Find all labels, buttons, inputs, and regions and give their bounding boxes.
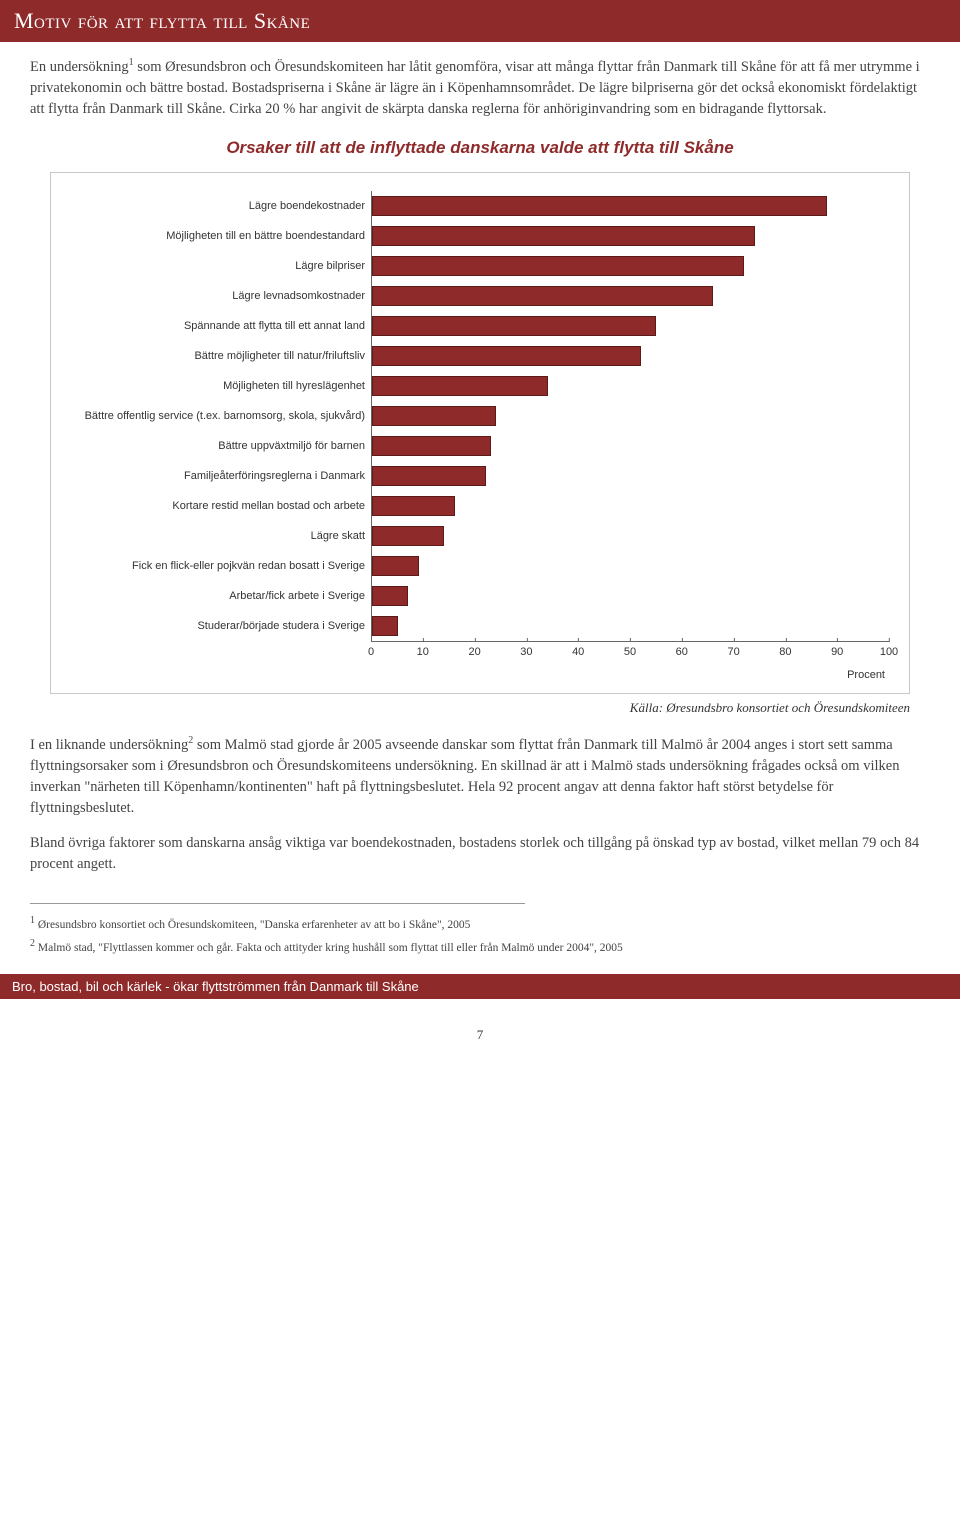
bar-label: Bättre möjligheter till natur/friluftsli… [71,350,371,362]
section-title: Motiv för att flytta till Skåne [14,8,310,33]
intro-text-b: som Øresundsbron och Öresundskomiteen ha… [30,59,920,117]
bar-plot [371,551,889,581]
axis-tick: 90 [831,642,843,658]
bar-plot [371,491,889,521]
p2-text-a: I en liknande undersökning [30,737,188,753]
axis-tick: 50 [624,642,636,658]
chart-row: Spännande att flytta till ett annat land [71,311,889,341]
bar [372,346,641,366]
chart-row: Familjeåterföringsreglerna i Danmark [71,461,889,491]
footer-bar: Bro, bostad, bil och kärlek - ökar flytt… [0,974,960,999]
footer-text: Bro, bostad, bil och kärlek - ökar flytt… [12,979,419,994]
bar-plot [371,251,889,281]
axis-tick: 40 [572,642,584,658]
bar-label: Lägre levnadsomkostnader [71,290,371,302]
bar-plot [371,311,889,341]
chart-row: Bättre möjligheter till natur/friluftsli… [71,341,889,371]
bar-label: Lägre boendekostnader [71,200,371,212]
intro-paragraph: En undersökning1 som Øresundsbron och Ör… [30,56,930,120]
chart-row: Lägre boendekostnader [71,191,889,221]
chart-title: Orsaker till att de inflyttade danskarna… [30,138,930,158]
bar-plot [371,401,889,431]
bar-label: Studerar/började studera i Sverige [71,620,371,632]
section-header: Motiv för att flytta till Skåne [0,0,960,42]
page-number: 7 [30,1027,930,1043]
bar [372,376,548,396]
bar [372,466,486,486]
bar-plot [371,611,889,641]
bar-label: Möjligheten till hyreslägenhet [71,380,371,392]
bar [372,316,656,336]
bar-plot [371,461,889,491]
paragraph-2: I en liknande undersökning2 som Malmö st… [30,734,930,819]
bar [372,496,455,516]
bar-plot [371,221,889,251]
axis-tick: 100 [880,642,898,658]
bar [372,406,496,426]
axis-tick: 20 [468,642,480,658]
bar-plot [371,371,889,401]
bar [372,436,491,456]
bar-plot [371,281,889,311]
footnote-2-text: Malmö stad, "Flyttlassen kommer och går.… [35,942,623,954]
bar-label: Spännande att flytta till ett annat land [71,320,371,332]
chart-source: Källa: Øresundsbro konsortiet och Öresun… [30,700,910,716]
footnote-1: 1 Øresundsbro konsortiet och Öresundskom… [30,914,930,933]
x-axis: 0102030405060708090100 [71,641,889,663]
chart-row: Fick en flick-eller pojkvän redan bosatt… [71,551,889,581]
axis-tick: 60 [676,642,688,658]
axis-unit-label: Procent [371,663,889,681]
chart-row: Bättre offentlig service (t.ex. barnomso… [71,401,889,431]
chart-row: Kortare restid mellan bostad och arbete [71,491,889,521]
chart-row: Studerar/började studera i Sverige [71,611,889,641]
bar-label: Fick en flick-eller pojkvän redan bosatt… [71,560,371,572]
chart-row: Arbetar/fick arbete i Sverige [71,581,889,611]
bar-label: Lägre skatt [71,530,371,542]
bar-plot [371,521,889,551]
bar-label: Kortare restid mellan bostad och arbete [71,500,371,512]
chart-row: Möjligheten till en bättre boendestandar… [71,221,889,251]
chart-row: Möjligheten till hyreslägenhet [71,371,889,401]
bar [372,256,744,276]
footnote-1-text: Øresundsbro konsortiet och Öresundskomit… [35,919,470,931]
bar-plot [371,191,889,221]
bar [372,586,408,606]
bar [372,286,713,306]
axis-tick: 10 [417,642,429,658]
bar-label: Arbetar/fick arbete i Sverige [71,590,371,602]
intro-text-a: En undersökning [30,59,129,75]
bar-label: Möjligheten till en bättre boendestandar… [71,230,371,242]
axis-tick: 30 [520,642,532,658]
bar-chart: Lägre boendekostnader Möjligheten till en… [50,172,910,694]
bar [372,226,755,246]
footnote-2: 2 Malmö stad, "Flyttlassen kommer och gå… [30,937,930,956]
bar [372,556,419,576]
bar-label: Bättre uppväxtmiljö för barnen [71,440,371,452]
bar [372,526,444,546]
chart-row: Lägre skatt [71,521,889,551]
chart-row: Lägre bilpriser [71,251,889,281]
bar-plot [371,581,889,611]
bar-label: Lägre bilpriser [71,260,371,272]
bar-plot [371,431,889,461]
axis-tick: 80 [779,642,791,658]
axis-tick: 70 [727,642,739,658]
paragraph-3: Bland övriga faktorer som danskarna anså… [30,833,930,875]
bar-label: Bättre offentlig service (t.ex. barnomso… [71,410,371,422]
axis-tick: 0 [368,642,374,658]
footnote-separator [30,903,525,904]
chart-row: Lägre levnadsomkostnader [71,281,889,311]
bar [372,616,398,636]
chart-row: Bättre uppväxtmiljö för barnen [71,431,889,461]
bar-plot [371,341,889,371]
bar [372,196,827,216]
bar-label: Familjeåterföringsreglerna i Danmark [71,470,371,482]
